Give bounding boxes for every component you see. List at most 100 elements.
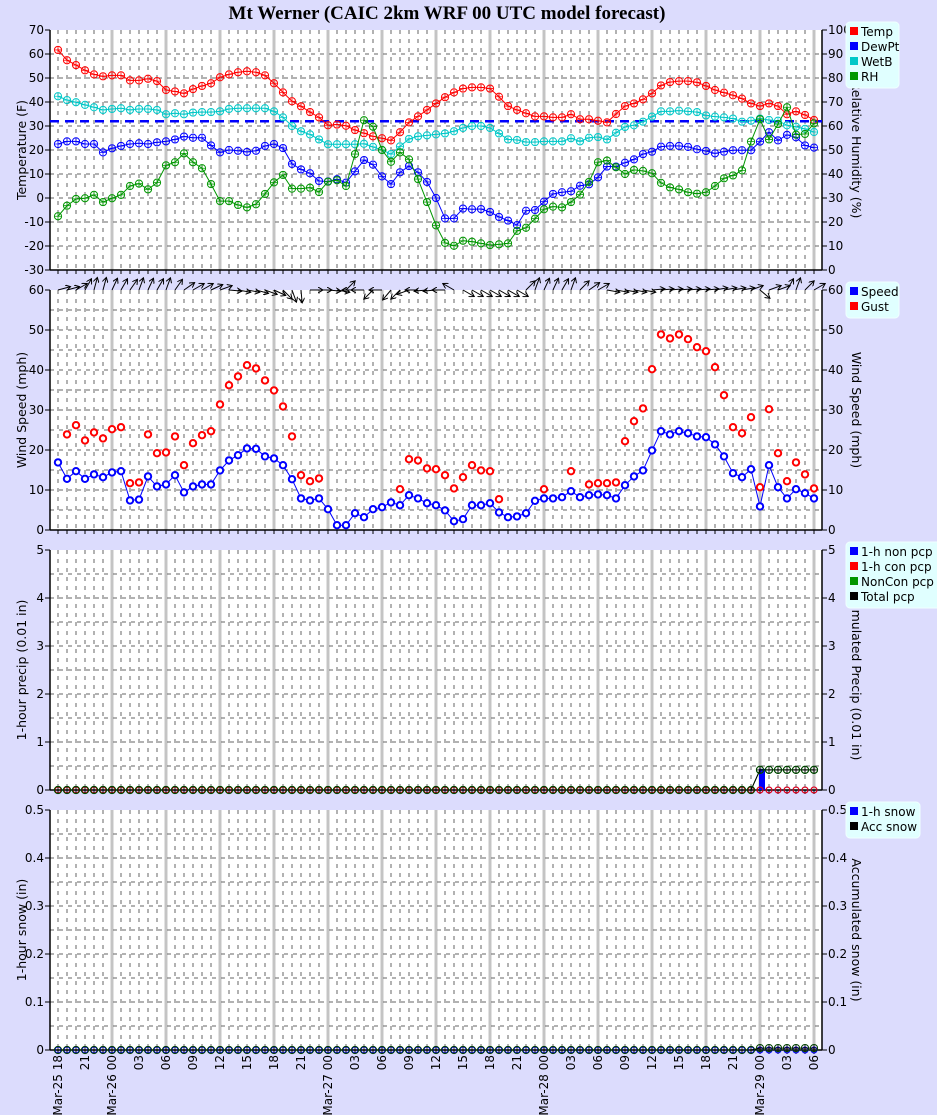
data-point <box>791 122 801 131</box>
data-point-cross <box>154 139 160 146</box>
data-point-cross <box>82 141 88 147</box>
data-point-cross <box>505 787 511 793</box>
data-point <box>746 465 756 474</box>
data-point-cross <box>298 787 304 793</box>
data-point-cross <box>370 1047 376 1053</box>
data-point <box>467 785 477 795</box>
data-point <box>332 785 342 795</box>
data-point <box>800 765 810 774</box>
data-point <box>125 181 135 191</box>
data-point <box>197 81 207 91</box>
x-axis-labels: Mar-25 18 21 Mar-26 00 03 06 09 12 15 18 21 Mar-27… <box>51 1055 821 1115</box>
series-rh <box>53 103 819 250</box>
wind-arrow-icon <box>75 284 87 291</box>
data-point-cross <box>469 1047 475 1053</box>
data-point <box>485 207 495 217</box>
data-point <box>647 169 657 178</box>
data-point <box>476 239 486 248</box>
data-point <box>629 165 639 175</box>
data-point <box>197 431 207 440</box>
legend-label: Total pcp <box>860 590 915 604</box>
data-point-cross <box>415 169 421 176</box>
data-point <box>161 480 171 489</box>
y2-tick-label: 0.3 <box>828 899 847 913</box>
data-point-cross <box>487 242 493 249</box>
legend-label: Acc snow <box>861 820 917 834</box>
y-tick-label: 0 <box>36 783 44 797</box>
data-point <box>764 115 774 125</box>
data-point <box>665 1045 675 1055</box>
data-point <box>593 1045 603 1055</box>
data-point-cross <box>802 130 808 137</box>
data-point-cross <box>73 138 79 145</box>
data-point-cross <box>784 104 790 111</box>
data-point <box>233 785 243 795</box>
data-point-cross <box>559 114 565 121</box>
data-point <box>701 146 711 156</box>
data-point <box>629 472 639 481</box>
data-point <box>629 1045 639 1055</box>
legend-label: Speed <box>861 285 899 299</box>
data-point-cross <box>622 159 628 166</box>
data-point <box>521 137 531 147</box>
data-point <box>413 785 423 795</box>
wind-arrow-icon <box>228 290 242 291</box>
data-point <box>89 70 99 79</box>
y-tick-label: 60 <box>29 47 44 61</box>
y2-tick-label: 60 <box>828 283 843 297</box>
data-point-cross <box>154 179 160 186</box>
data-point-cross <box>676 107 682 114</box>
data-point <box>260 104 270 113</box>
data-point <box>674 1045 684 1055</box>
data-point-cross <box>424 132 430 139</box>
data-point <box>710 363 720 372</box>
x-tick-label: 18 <box>267 1055 281 1070</box>
wind-arrow-icon <box>111 278 117 291</box>
legend-label: RH <box>861 70 878 84</box>
data-point <box>296 785 306 795</box>
data-point <box>179 785 189 795</box>
x-tick-label: 15 <box>456 1055 470 1070</box>
wind-arrow-icon <box>273 289 286 295</box>
data-point <box>206 1045 216 1055</box>
data-point-cross <box>622 1047 628 1053</box>
data-point-cross <box>586 116 592 123</box>
data-point-cross <box>451 787 457 793</box>
data-point <box>98 197 108 207</box>
data-point-cross <box>523 787 529 793</box>
data-point <box>80 1045 90 1055</box>
data-point-cross <box>415 1047 421 1053</box>
data-point-cross <box>379 1047 385 1053</box>
data-point-cross <box>775 1045 781 1052</box>
data-point-cross <box>622 171 628 177</box>
data-point <box>449 88 459 97</box>
data-point-cross <box>244 148 250 155</box>
data-point <box>431 130 441 139</box>
data-point-cross <box>136 180 142 187</box>
data-point <box>377 1045 387 1055</box>
data-point <box>800 141 810 150</box>
data-point <box>116 785 126 795</box>
data-point <box>233 372 243 381</box>
data-point <box>251 68 261 77</box>
data-point-cross <box>757 766 763 773</box>
data-point-cross <box>307 109 313 116</box>
data-point <box>665 183 675 192</box>
data-point-cross <box>91 104 97 111</box>
data-point-cross <box>478 787 484 793</box>
data-point-cross <box>469 123 475 129</box>
data-point <box>503 101 513 111</box>
data-point <box>719 174 729 183</box>
y-axis-label: Wind Speed (mph) <box>14 352 29 468</box>
data-point-cross <box>127 183 133 189</box>
data-point-cross <box>685 143 691 150</box>
data-point-cross <box>775 103 781 110</box>
data-point <box>233 451 243 460</box>
data-point <box>557 188 567 197</box>
data-point <box>557 137 567 146</box>
data-point <box>170 158 180 167</box>
data-point-cross <box>595 117 601 124</box>
wind-arrow-icon <box>777 286 790 291</box>
data-point-cross <box>325 178 331 185</box>
